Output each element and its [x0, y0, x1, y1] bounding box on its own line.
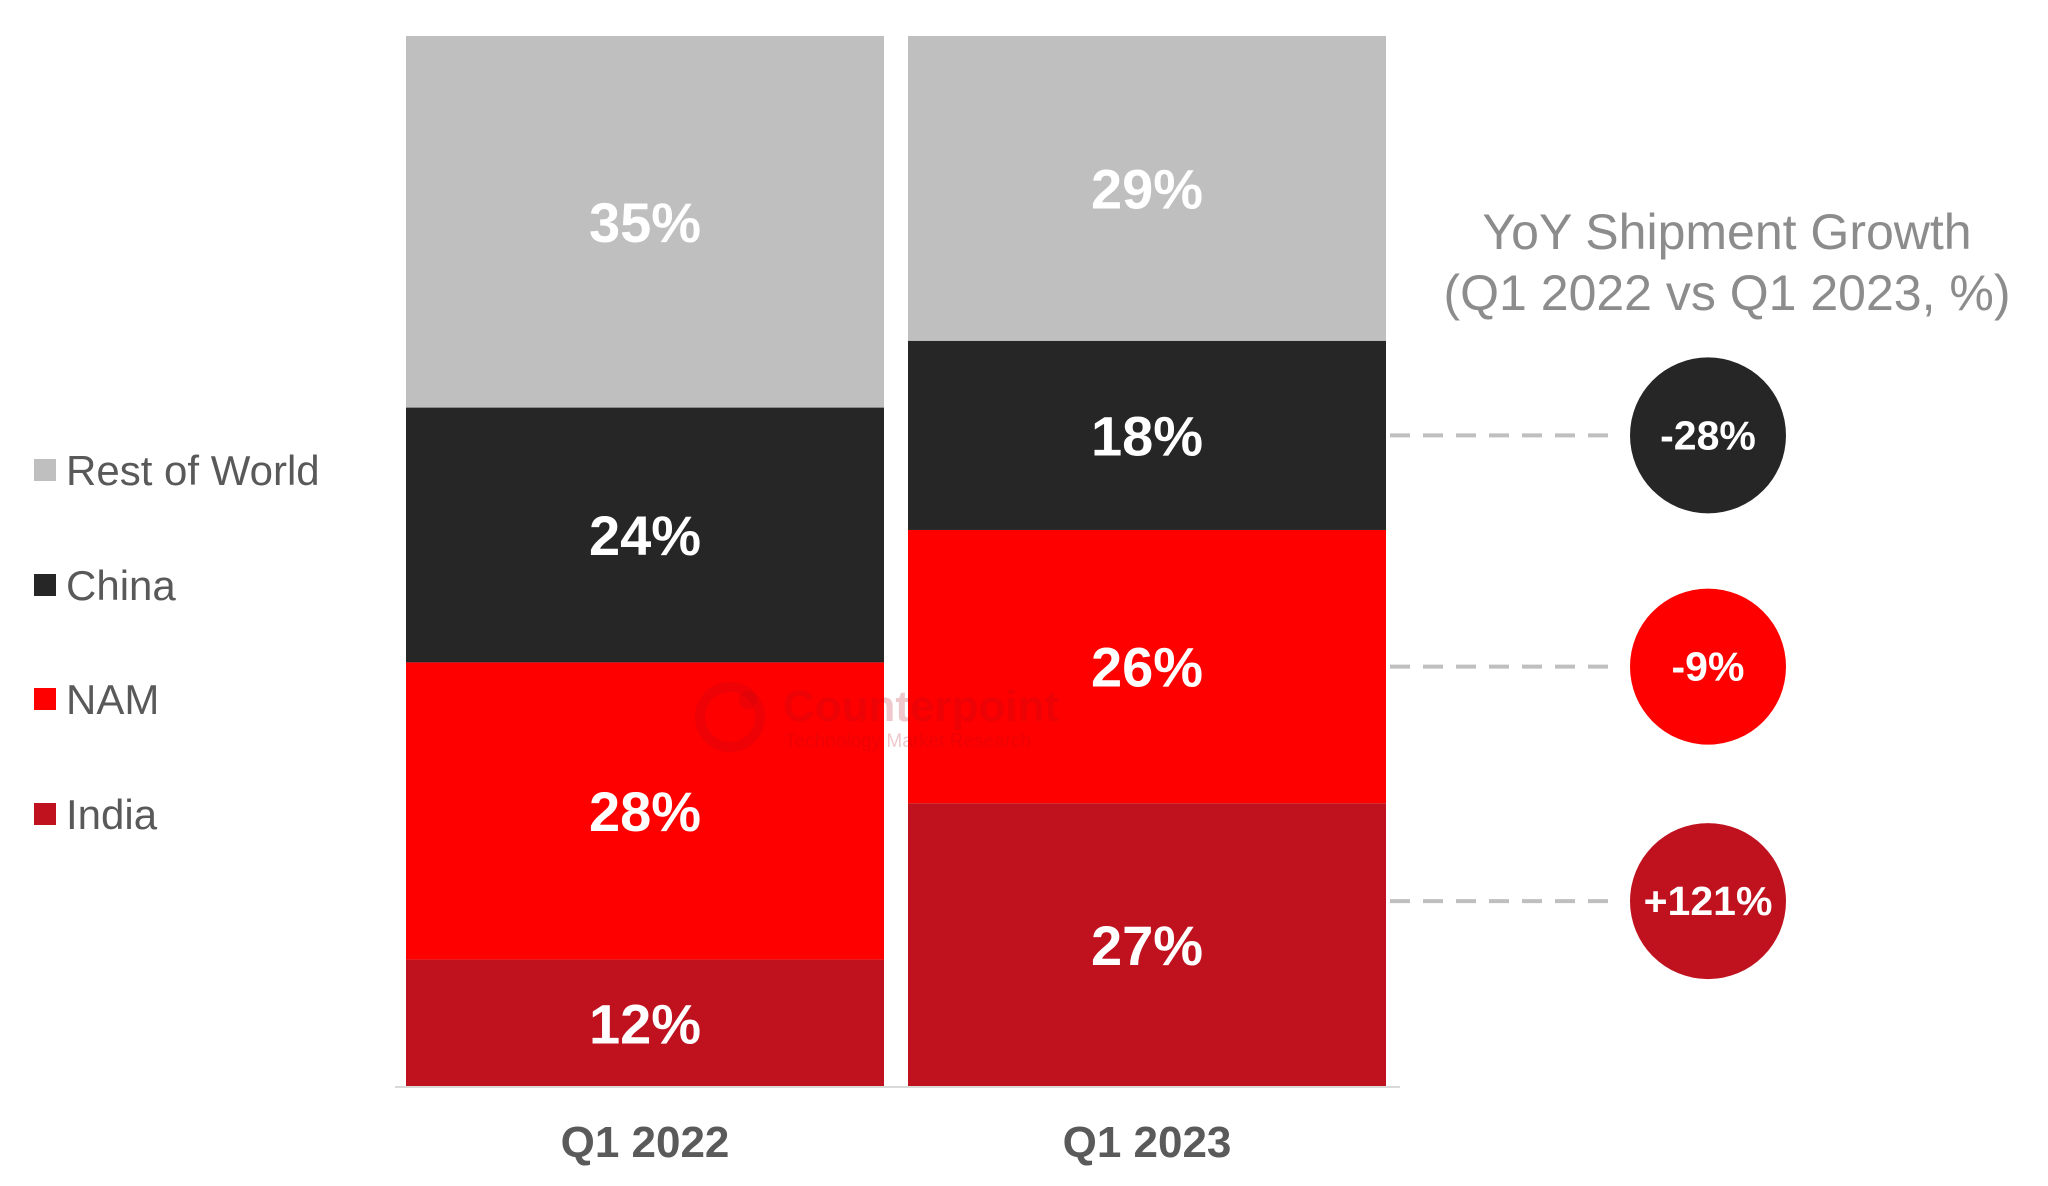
category-labels-group: Q1 2022 Q1 2023: [561, 1118, 1232, 1167]
data-labels-group: 12% 28% 24% 35% 27% 26% 18% 29%: [589, 157, 1203, 1055]
legend-label-rest-of-world: Rest of World: [66, 447, 320, 494]
data-label-china-q1-2022: 24%: [589, 504, 701, 567]
legend-swatch-rest-of-world: [34, 459, 56, 481]
category-label-q1-2022: Q1 2022: [561, 1118, 730, 1167]
bar-segment-rest-of-world-q1-2022: [406, 36, 884, 408]
data-label-nam-q1-2023: 26%: [1091, 636, 1203, 699]
growth-title-line1: YoY Shipment Growth: [1482, 204, 1971, 260]
bars-group: [406, 36, 1386, 1087]
watermark-name: Counterpoint: [783, 682, 1060, 731]
bar-segment-india-q1-2023: [908, 803, 1386, 1087]
legend-label-india: India: [66, 791, 158, 838]
category-label-q1-2023: Q1 2023: [1063, 1118, 1232, 1167]
data-label-india-q1-2023: 27%: [1091, 914, 1203, 977]
growth-label-nam: -9%: [1672, 644, 1745, 690]
growth-bubble-nam: [1630, 588, 1786, 745]
bar-segment-rest-of-world-q1-2023: [908, 36, 1386, 341]
legend-swatch-india: [34, 803, 56, 825]
legend-label-nam: NAM: [66, 676, 159, 723]
legend-swatch-china: [34, 574, 56, 596]
watermark-tagline: Technology Market Research: [785, 731, 1031, 752]
growth-label-india: +121%: [1644, 878, 1773, 924]
bar-segment-china-q1-2022: [406, 407, 884, 663]
growth-bubble-china: [1630, 357, 1786, 514]
legend: Rest of World China NAM India: [34, 447, 320, 838]
legend-swatch-nam: [34, 688, 56, 710]
growth-bubble-india: [1630, 823, 1786, 980]
bar-segment-india-q1-2022: [406, 959, 884, 1087]
growth-bubbles-group: -28% -9% +121%: [1390, 357, 1786, 980]
data-label-nam-q1-2022: 28%: [589, 780, 701, 843]
bar-segment-nam-q1-2023: [908, 529, 1386, 804]
growth-label-china: -28%: [1660, 412, 1756, 458]
data-label-rest-of-world-q1-2023: 29%: [1091, 157, 1203, 220]
data-label-india-q1-2022: 12%: [589, 992, 701, 1055]
legend-label-china: China: [66, 562, 176, 609]
data-label-rest-of-world-q1-2022: 35%: [589, 191, 701, 254]
counterpoint-logo-icon: [695, 682, 765, 752]
data-label-china-q1-2023: 18%: [1091, 404, 1203, 467]
bar-segment-china-q1-2023: [908, 340, 1386, 530]
bar-segment-nam-q1-2022: [406, 662, 884, 960]
growth-title-line2: (Q1 2022 vs Q1 2023, %): [1444, 265, 2011, 321]
counterpoint-watermark: Counterpoint Technology Market Research: [695, 682, 1060, 752]
